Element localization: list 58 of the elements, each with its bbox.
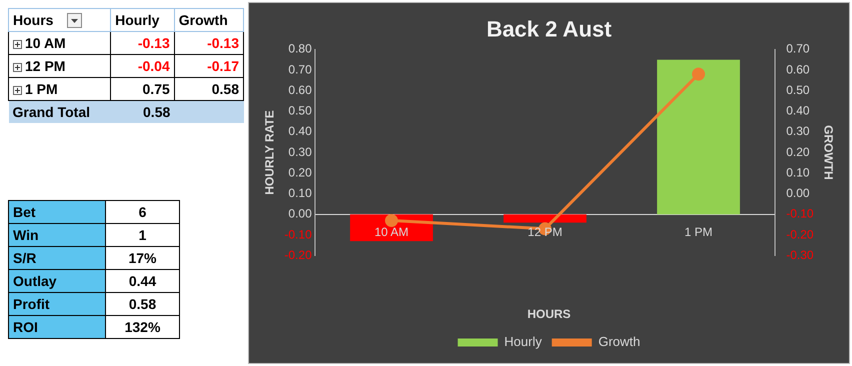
y2-tick-label: 0.30 — [786, 124, 810, 138]
text: 0.58 — [106, 292, 180, 316]
category-label: Bet — [8, 200, 106, 224]
category-label: Grand Total — [12, 104, 90, 120]
category-label: ROI — [8, 316, 106, 338]
category-label: S/R — [8, 246, 106, 270]
text: Hourly — [110, 8, 174, 32]
data-label: -0.13 — [174, 32, 244, 54]
data-label: -0.13 — [110, 32, 174, 54]
category-label: Outlay — [8, 270, 106, 292]
x-tick-label: 1 PM — [684, 224, 713, 239]
y-tick-label: 0.20 — [288, 165, 312, 180]
y-tick-label: 0.00 — [288, 206, 312, 221]
y2-tick-label: 0.60 — [786, 62, 810, 76]
y2-tick-label: 0.10 — [786, 165, 810, 180]
legend-label: Growth — [174, 8, 244, 32]
y-tick-label: -0.10 — [284, 227, 312, 242]
data-label: -0.04 — [110, 54, 174, 78]
point — [385, 214, 398, 228]
y-tick-label: 0.40 — [288, 124, 312, 138]
y-tick-label: 0.60 — [288, 82, 312, 97]
category-label: 10 AM — [25, 35, 66, 51]
text: 6 — [106, 200, 180, 224]
text: 17% — [106, 246, 180, 270]
y-tick-label: 0.80 — [288, 42, 312, 56]
y2-axis-title: GROWTH — [821, 125, 836, 180]
category-label: Profit — [8, 292, 106, 316]
y-tick-label: -0.20 — [284, 248, 312, 262]
data-label: 0.58 — [110, 100, 174, 123]
y2-tick-label: -0.30 — [786, 248, 814, 262]
y-tick-label: 0.50 — [288, 104, 312, 118]
text: 1 — [106, 224, 180, 246]
y2-tick-label: 0.20 — [786, 144, 810, 159]
text: 132% — [106, 316, 180, 338]
y2-tick-label: 0.40 — [786, 104, 810, 118]
category-label: 12 PM — [25, 58, 66, 74]
y2-tick-label: 0.00 — [786, 186, 810, 200]
category-label: 1 PM — [25, 81, 58, 97]
y-tick-label: 0.30 — [288, 144, 312, 159]
y2-tick-label: -0.20 — [786, 227, 814, 242]
text: 0.44 — [106, 270, 180, 292]
x-tick-label: 10 AM — [374, 224, 409, 239]
y2-tick-label: 0.70 — [786, 42, 810, 56]
y-tick-label: 0.10 — [288, 186, 312, 200]
y-tick-label: 0.70 — [288, 62, 312, 76]
y2-tick-label: 0.50 — [786, 82, 810, 97]
y2-tick-label: -0.10 — [786, 206, 814, 221]
data-label: 0.75 — [110, 78, 174, 100]
data-label: -0.17 — [174, 54, 244, 78]
point — [692, 68, 705, 81]
chart-title: Back 2 Aust — [486, 16, 612, 42]
data-label: 0.58 — [174, 78, 244, 100]
y-axis-title: HOURLY RATE — [262, 110, 277, 195]
category-label: Win — [8, 224, 106, 246]
legend-label: Growth — [598, 334, 640, 350]
x-axis-title: HOURS — [527, 307, 571, 322]
text: Hours — [13, 12, 54, 28]
legend-label: Hourly — [504, 334, 542, 350]
